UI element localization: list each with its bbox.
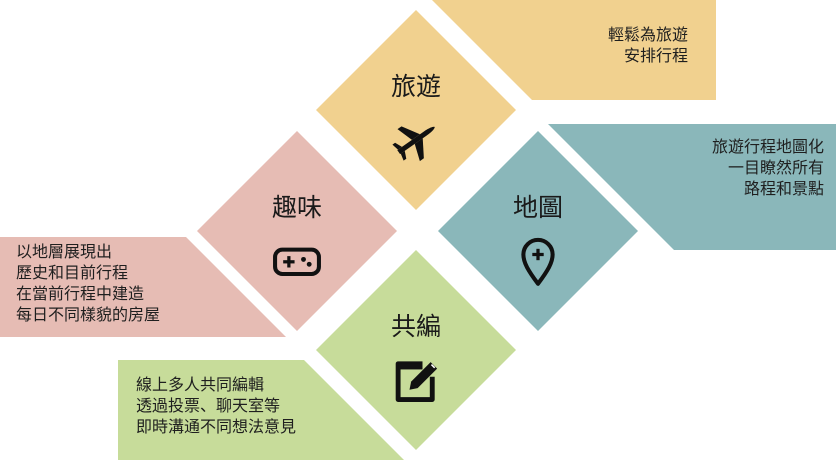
map-diamond: 地圖 — [438, 131, 638, 331]
map-description-line: 路程和景點 — [743, 179, 824, 198]
map-description-line: 旅遊行程地圖化 — [711, 137, 824, 156]
airplane-icon — [390, 114, 442, 166]
fun-description-line: 以地層展現出 — [16, 242, 113, 261]
map-description-line: 一目瞭然所有 — [727, 158, 824, 177]
collab-diamond-label: 共編 — [390, 312, 441, 341]
travel-diamond-label: 旅遊 — [390, 72, 441, 101]
map-pin-icon — [512, 235, 564, 287]
travel-diamond: 旅遊 — [316, 10, 516, 210]
collab-description-line: 即時溝通不同想法意見 — [136, 417, 297, 436]
collab-diamond: 共編 — [316, 250, 516, 450]
travel-description-line: 安排行程 — [623, 46, 688, 65]
collab-description-line: 線上多人共同編輯 — [136, 375, 265, 394]
collab-description-line: 透過投票、聊天室等 — [136, 396, 281, 415]
gamepad-icon — [271, 235, 323, 287]
travel-description-line: 輕鬆為旅遊 — [607, 25, 688, 44]
map-description-box: 旅遊行程地圖化 一目瞭然所有 路程和景點 — [548, 124, 836, 250]
fun-description-line: 歷史和目前行程 — [16, 263, 129, 282]
fun-description-line: 每日不同樣貌的房屋 — [16, 305, 161, 324]
fun-diamond-label: 趣味 — [271, 193, 322, 222]
fun-diamond: 趣味 — [197, 131, 397, 331]
collab-diamond-shape — [316, 250, 516, 450]
fun-description-line: 在當前行程中建造 — [16, 284, 145, 303]
edit-icon — [390, 354, 442, 406]
map-diamond-label: 地圖 — [512, 193, 563, 222]
